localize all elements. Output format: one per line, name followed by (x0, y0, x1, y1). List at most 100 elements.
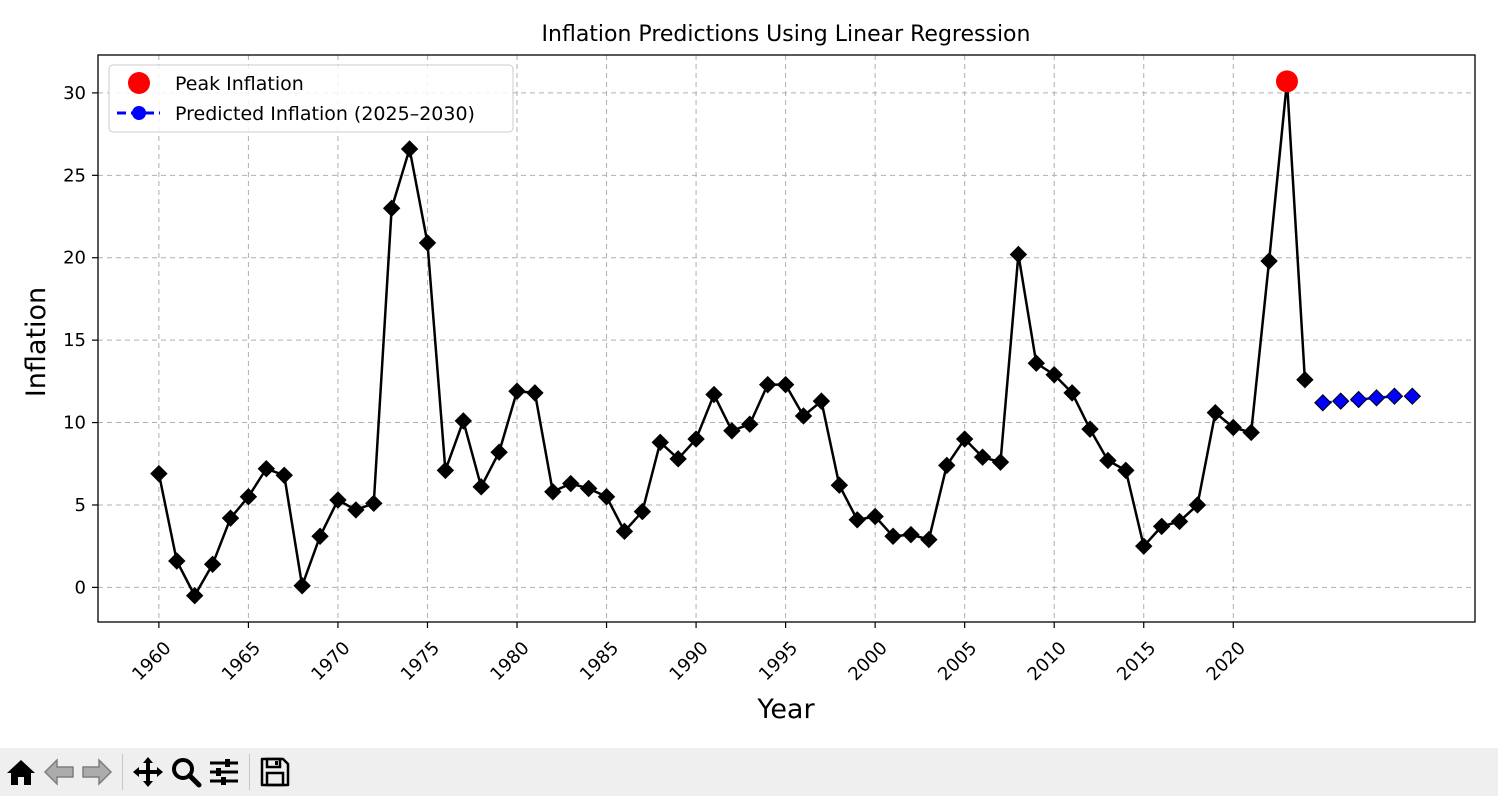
historical-point (848, 511, 866, 529)
historical-point (203, 555, 222, 574)
historical-point (1027, 354, 1045, 372)
y-tick-label: 10 (63, 413, 86, 434)
historical-point (776, 375, 795, 394)
back-button[interactable] (40, 752, 78, 792)
historical-point (526, 384, 544, 402)
historical-point (221, 509, 240, 527)
legend-peak-marker (128, 72, 150, 94)
historical-point (185, 586, 204, 605)
legend-label-predicted: Predicted Inflation (2025–2030) (175, 103, 475, 125)
historical-point (454, 412, 472, 430)
historical-point (1045, 366, 1063, 384)
toolbar-separator (249, 754, 250, 790)
historical-point (490, 443, 508, 461)
y-tick-label: 20 (63, 248, 86, 269)
historical-point (1152, 517, 1171, 536)
pan-icon (133, 757, 163, 787)
historical-point (347, 501, 365, 519)
save-button[interactable] (256, 752, 294, 792)
historical-point (1242, 423, 1260, 442)
historical-point (705, 385, 723, 404)
y-tick-label: 30 (63, 83, 86, 104)
historical-point (562, 474, 580, 493)
predicted-point (1367, 389, 1386, 407)
home-button[interactable] (2, 752, 40, 792)
save-icon (260, 757, 290, 787)
historical-point (365, 494, 383, 513)
predicted-point (1331, 392, 1350, 410)
predicted-point (1314, 394, 1332, 412)
historical-point (579, 479, 598, 498)
peak-inflation-marker (1275, 70, 1298, 93)
historical-point (902, 525, 920, 544)
navigation-toolbar (0, 748, 1498, 796)
historical-point (329, 491, 347, 509)
y-tick-label: 5 (75, 495, 86, 516)
historical-point (812, 392, 831, 410)
legend-label-peak: Peak Inflation (175, 73, 304, 95)
historical-point (544, 483, 562, 501)
y-axis-label: Inflation (21, 287, 52, 397)
historical-point (1081, 420, 1099, 438)
historical-point (597, 488, 616, 506)
historical-point (884, 527, 902, 545)
historical-point (955, 430, 974, 448)
historical-point (920, 530, 938, 549)
series-layer (150, 70, 1422, 605)
historical-point (239, 488, 258, 506)
historical-point (508, 382, 526, 400)
historical-point (687, 430, 705, 448)
historical-point (1063, 384, 1081, 402)
historical-point (418, 234, 437, 252)
forward-button[interactable] (78, 752, 116, 792)
legend-box (108, 64, 514, 133)
historical-point (293, 577, 311, 595)
chart-svg: Inflation Predictions Using Linear Regre… (21, 22, 1476, 725)
y-tick-label: 25 (63, 165, 86, 186)
historical-point (794, 407, 813, 425)
plot-frame (97, 54, 1476, 623)
historical-point (991, 453, 1010, 471)
historical-point (150, 464, 168, 483)
historical-point (669, 450, 687, 468)
legend: Peak Inflation Predicted Inflation (2025… (108, 64, 514, 133)
historical-point (758, 375, 777, 394)
home-icon (7, 760, 35, 785)
historical-point (973, 448, 992, 466)
grid-lines (98, 55, 1475, 622)
historical-point (257, 460, 276, 478)
back-arrow-icon (43, 758, 74, 786)
historical-point (400, 140, 419, 158)
predicted-point (1349, 390, 1368, 409)
historical-point (382, 199, 401, 217)
historical-point (651, 433, 669, 452)
historical-point (938, 456, 956, 475)
legend-predicted-marker (132, 106, 146, 120)
predicted-point (1385, 387, 1404, 405)
historical-point (168, 552, 186, 570)
historical-point (741, 415, 759, 433)
historical-point (275, 466, 293, 485)
historical-point (1206, 403, 1225, 422)
historical-point (1009, 245, 1028, 264)
historical-point (1135, 537, 1153, 555)
historical-point (472, 478, 490, 496)
y-tick-label: 15 (63, 330, 86, 351)
x-axis-label: Year (756, 694, 815, 725)
toolbar-separator (122, 754, 123, 790)
historical-point (311, 527, 329, 545)
historical-point (1170, 512, 1189, 531)
historical-point (1188, 496, 1207, 514)
historical-point (1296, 370, 1314, 389)
configure-subplots-button[interactable] (205, 752, 243, 792)
historical-point (633, 502, 652, 521)
chart-title: Inflation Predictions Using Linear Regre… (542, 22, 1031, 47)
y-tick-label: 0 (75, 577, 86, 598)
chart-figure: Inflation Predictions Using Linear Regre… (21, 22, 1476, 725)
historical-point (830, 476, 849, 494)
zoom-icon (172, 758, 202, 788)
pan-button[interactable] (129, 752, 167, 792)
zoom-button[interactable] (167, 752, 205, 792)
historical-point (1117, 461, 1135, 480)
predicted-point (1403, 387, 1422, 405)
